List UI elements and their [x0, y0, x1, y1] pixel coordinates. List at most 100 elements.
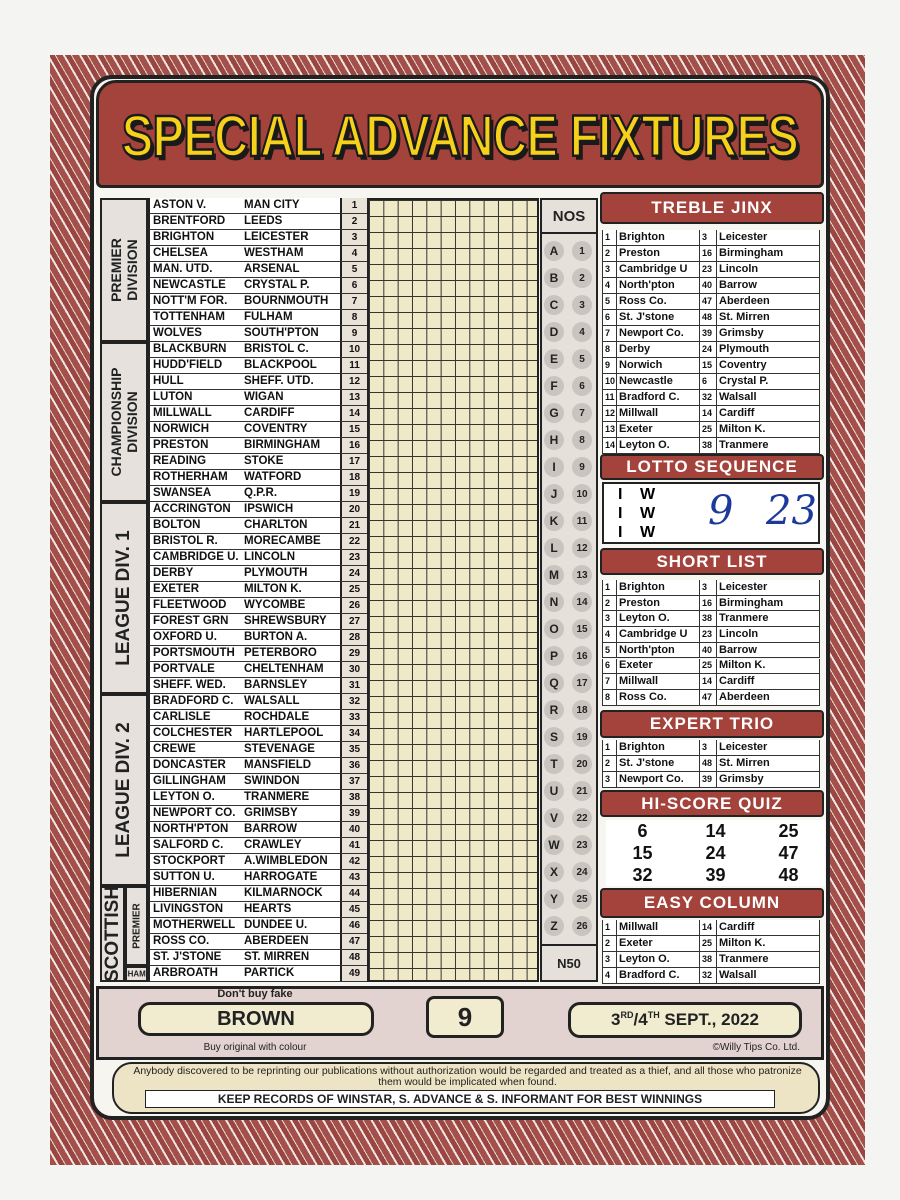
table-cell: Newport Co.: [616, 772, 699, 787]
home-team: SHEFF. WED.: [153, 678, 226, 691]
table-row: 7 Newport Co. 39 Grimsby: [602, 326, 820, 342]
table-cell: Leyton O.: [616, 611, 699, 627]
table-cell: 8: [605, 344, 611, 354]
nos-letter: E: [544, 349, 564, 369]
away-team: BIRMINGHAM: [244, 438, 321, 451]
fixture-row: HULL SHEFF. UTD. 12: [148, 374, 367, 390]
away-team: ABERDEEN: [244, 934, 309, 947]
handwritten-number: 9: [708, 488, 734, 534]
nos-number: 17: [572, 673, 592, 693]
table-cell: 2: [605, 248, 611, 258]
fixture-number: 40: [340, 822, 367, 837]
home-team: HUDD'FIELD: [153, 358, 223, 371]
title-banner: [96, 80, 824, 188]
away-team: BURTON A.: [244, 630, 308, 643]
home-team: BRIGHTON: [153, 230, 215, 243]
away-team: DUNDEE U.: [244, 918, 308, 931]
fixture-number: 35: [340, 742, 367, 757]
away-team: SHREWSBURY: [244, 614, 327, 627]
table-cell: 10: [605, 376, 616, 386]
table-cell: 16: [699, 595, 716, 611]
table-cell: 2: [605, 597, 611, 608]
home-team: NEWPORT CO.: [153, 806, 236, 819]
table-cell: 3: [605, 774, 611, 784]
fixture-number: 2: [340, 214, 367, 229]
table-cell: Milton K.: [716, 422, 816, 437]
away-team: HEARTS: [244, 902, 292, 915]
table-cell: Cardiff: [716, 674, 816, 689]
away-team: PETERBORO: [244, 646, 317, 659]
away-team: WATFORD: [244, 470, 302, 483]
table-cell: Walsall: [716, 968, 816, 983]
home-team: EXETER: [153, 582, 200, 595]
home-team: CAMBRIDGE U.: [153, 550, 239, 563]
table-cell: Cardiff: [716, 920, 816, 935]
table-cell: Barrow: [716, 642, 816, 658]
nos-number: 4: [572, 322, 592, 342]
fixture-row: PORTVALE CHELTENHAM 30: [148, 662, 367, 678]
table-cell: Tranmere: [716, 611, 816, 627]
fixture-number: 4: [340, 246, 367, 261]
panel-title: EXPERT TRIO: [600, 710, 824, 738]
home-team: NOTT'M FOR.: [153, 294, 228, 307]
fixture-row: WOLVES SOUTH'PTON 9: [148, 326, 367, 342]
fixture-number: 41: [340, 838, 367, 853]
fixture-row: ASTON V. MAN CITY 1: [148, 198, 367, 214]
table-cell: Milton K.: [716, 936, 816, 951]
nos-number: 19: [572, 727, 592, 747]
table-row: 2 Exeter 25 Milton K.: [602, 936, 820, 952]
nos-number: 23: [572, 835, 592, 855]
panel-title: SHORT LIST: [600, 548, 824, 575]
table-cell: 3: [605, 613, 611, 624]
fixture-row: NORWICH COVENTRY 15: [148, 422, 367, 438]
home-team: WOLVES: [153, 326, 202, 339]
away-team: COVENTRY: [244, 422, 308, 435]
away-team: GRIMSBY: [244, 806, 298, 819]
away-team: BARROW: [244, 822, 298, 835]
fixture-row: NEWCASTLE CRYSTAL P. 6: [148, 278, 367, 294]
division-label: CHAMPIONSHIP DIVISION: [100, 342, 148, 502]
away-team: WESTHAM: [244, 246, 304, 259]
away-team: TRANMERE: [244, 790, 310, 803]
fixture-row: MILLWALL CARDIFF 14: [148, 406, 367, 422]
home-team: DERBY: [153, 566, 194, 579]
table-cell: 1: [605, 232, 611, 242]
nos-number: 20: [572, 754, 592, 774]
table-row: 3 Leyton O. 38 Tranmere: [602, 952, 820, 968]
nos-letter: H: [544, 430, 564, 450]
fixture-row: READING STOKE 17: [148, 454, 367, 470]
nos-number: 6: [572, 376, 592, 396]
table-cell: Brighton: [616, 230, 699, 245]
nos-number: 7: [572, 403, 592, 423]
nos-letter: D: [544, 322, 564, 342]
fixture-row: STOCKPORT A.WIMBLEDON 42: [148, 854, 367, 870]
home-team: DONCASTER: [153, 758, 226, 771]
date-part: /4: [633, 1010, 648, 1029]
away-team: A.WIMBLEDON: [244, 854, 328, 867]
fixture-row: BOLTON CHARLTON 21: [148, 518, 367, 534]
home-team: NEWCASTLE: [153, 278, 226, 291]
lotto-cell: W: [640, 524, 656, 541]
home-team: FLEETWOOD: [153, 598, 227, 611]
nos-letter: M: [544, 565, 564, 585]
away-team: PARTICK: [244, 966, 295, 979]
fixture-row: FOREST GRN SHREWSBURY 27: [148, 614, 367, 630]
fixture-number: 19: [340, 486, 367, 501]
panel-title: TREBLE JINX: [600, 192, 824, 224]
division-label-text: CHAMPIONSHIP DIVISION: [108, 344, 140, 500]
fixture-row: NORTH'PTON BARROW 40: [148, 822, 367, 838]
panel-title: EASY COLUMN: [600, 888, 824, 918]
table-cell: 9: [605, 360, 611, 370]
table-row: 1 Brighton 3 Leicester: [602, 580, 820, 596]
away-team: FULHAM: [244, 310, 293, 323]
away-team: IPSWICH: [244, 502, 294, 515]
away-team: CARDIFF: [244, 406, 295, 419]
fixture-number: 29: [340, 646, 367, 661]
nos-letter: V: [544, 808, 564, 828]
fixture-row: PORTSMOUTH PETERBORO 29: [148, 646, 367, 662]
home-team: SWANSEA: [153, 486, 212, 499]
nos-number: 25: [572, 889, 592, 909]
table-cell: 6: [605, 312, 611, 322]
fixture-number: 48: [340, 950, 367, 965]
fixture-number: 32: [340, 694, 367, 709]
